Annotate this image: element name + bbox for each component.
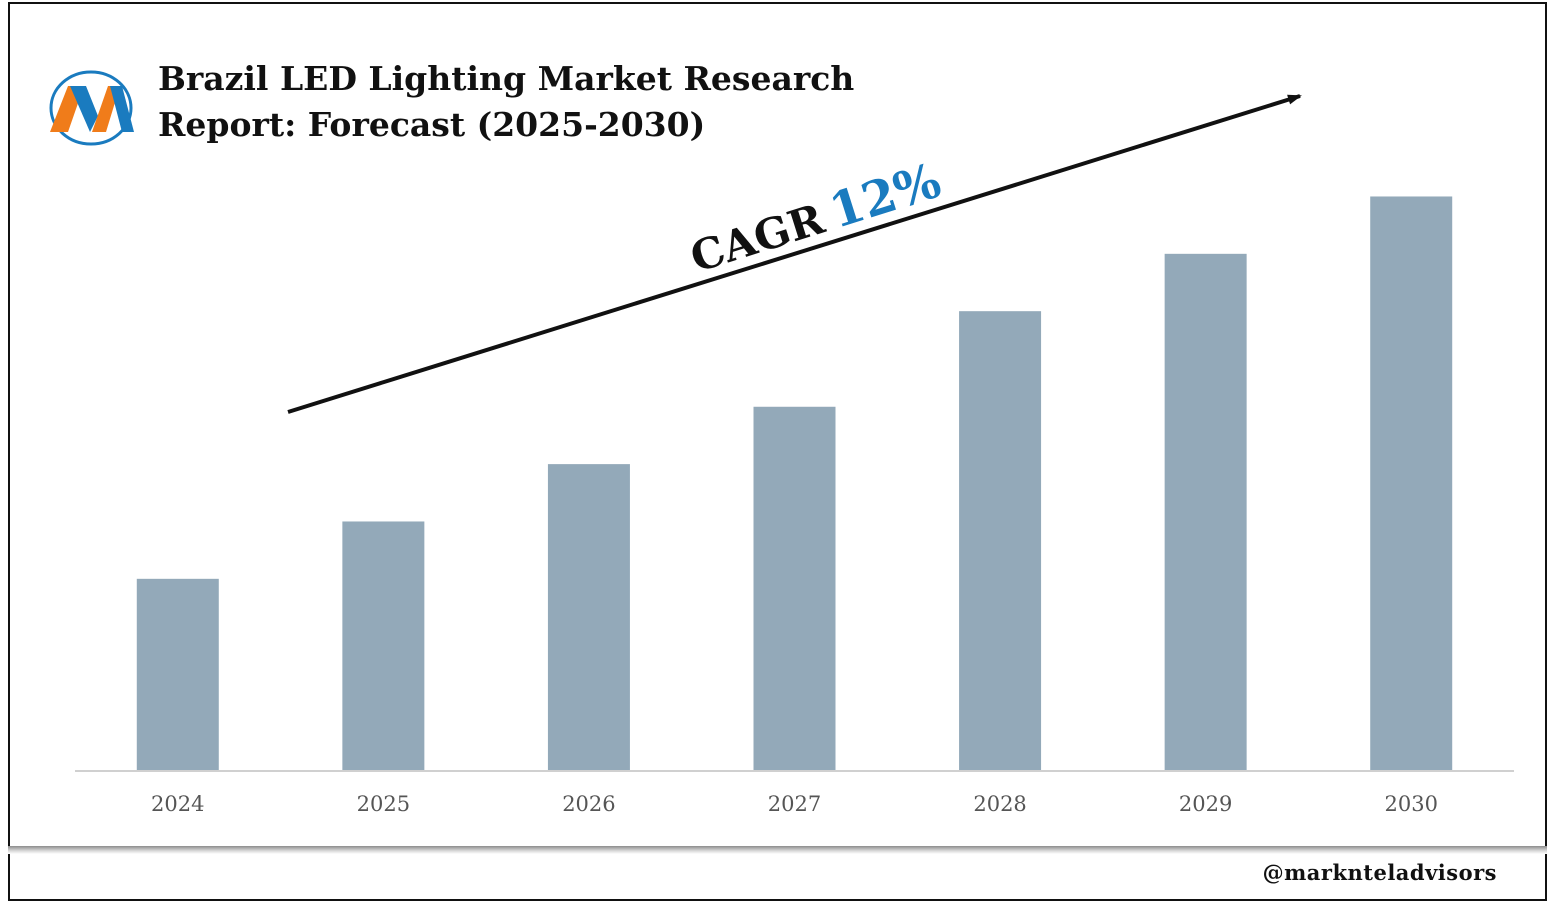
chart-title-line-2: Report: Forecast (2025-2030) bbox=[158, 105, 706, 144]
chart-title-line-1: Brazil LED Lighting Market Research bbox=[158, 59, 855, 98]
x-tick-label-2026: 2026 bbox=[562, 792, 615, 816]
x-tick-labels: 2024 2025 2026 2027 2028 2029 2030 bbox=[151, 792, 1438, 816]
footer-divider bbox=[8, 846, 1547, 854]
bar-2026 bbox=[547, 464, 630, 770]
bar-2025 bbox=[342, 521, 425, 770]
marknteladvisors-m-logo-icon bbox=[49, 70, 134, 146]
x-tick-label-2027: 2027 bbox=[768, 792, 821, 816]
chart-title: Brazil LED Lighting Market Research Repo… bbox=[158, 56, 958, 148]
bar-2029 bbox=[1164, 253, 1247, 770]
x-tick-label-2024: 2024 bbox=[151, 792, 204, 816]
bar-2030 bbox=[1370, 196, 1453, 770]
trend-arrow bbox=[287, 94, 1302, 414]
x-tick-label-2025: 2025 bbox=[357, 792, 410, 816]
watermark-text: @marknteladvisors bbox=[1262, 860, 1497, 885]
x-tick-label-2030: 2030 bbox=[1384, 792, 1437, 816]
x-tick-label-2028: 2028 bbox=[973, 792, 1026, 816]
bar-group bbox=[136, 196, 1453, 770]
bar-2027 bbox=[753, 406, 836, 770]
bar-2024 bbox=[136, 578, 219, 770]
bar-2028 bbox=[959, 311, 1042, 770]
x-tick-label-2029: 2029 bbox=[1179, 792, 1232, 816]
